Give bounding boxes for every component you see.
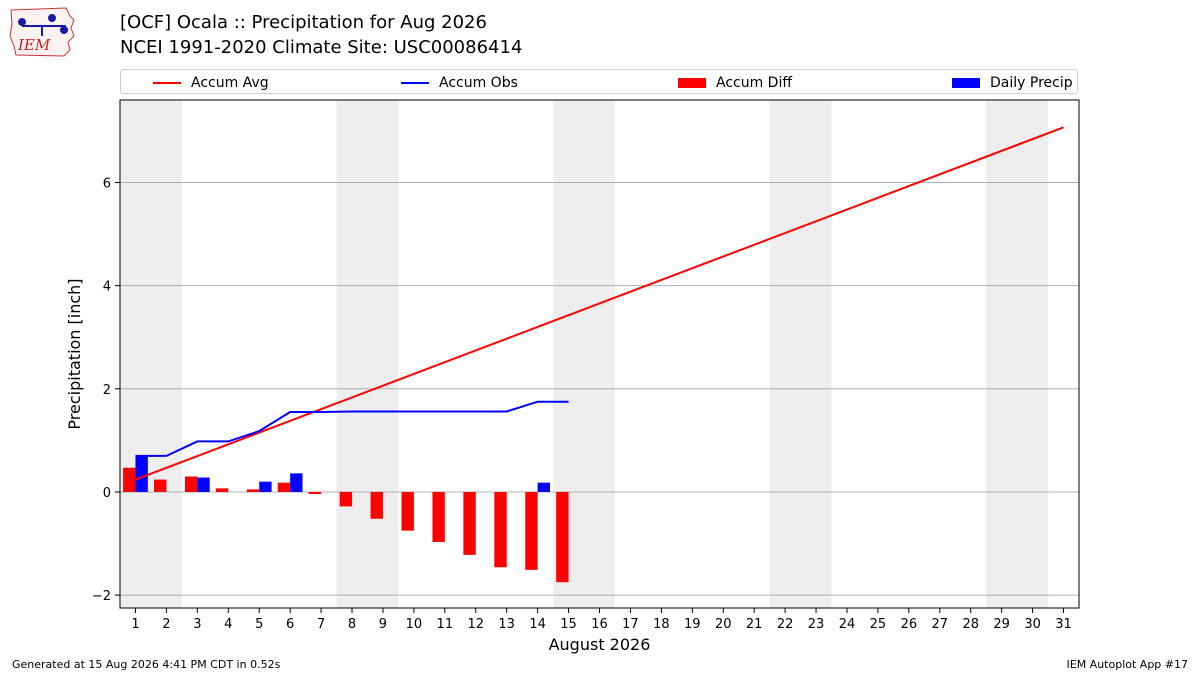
accum-diff-bar xyxy=(246,489,260,492)
y-tick-label: −2 xyxy=(92,589,111,604)
accum-diff-bar xyxy=(494,491,507,568)
legend-swatch-accum-avg xyxy=(153,81,181,84)
x-tick-label: 19 xyxy=(684,617,701,632)
x-tick-label: 17 xyxy=(622,617,639,632)
legend-swatch-daily-precip xyxy=(952,77,980,88)
x-tick-label: 21 xyxy=(746,617,763,632)
accum-diff-bar xyxy=(401,491,414,531)
daily-precip-bar xyxy=(135,455,148,492)
x-tick-label: 12 xyxy=(467,617,484,632)
x-tick-label: 24 xyxy=(839,617,856,632)
lines xyxy=(135,126,1064,481)
daily-precip-bar xyxy=(197,477,210,492)
x-tick-label: 3 xyxy=(193,617,201,632)
footer-generated: Generated at 15 Aug 2026 4:41 PM CDT in … xyxy=(12,658,281,671)
x-tick-label: 9 xyxy=(379,617,387,632)
weekend-band-4 xyxy=(986,100,1049,608)
x-tick-label: 11 xyxy=(437,617,454,632)
footer-app: IEM Autoplot App #17 xyxy=(1066,658,1189,671)
x-tick-label: 7 xyxy=(317,617,325,632)
legend-item-accum-diff: Accum Diff xyxy=(678,70,792,95)
accum-diff-bar xyxy=(154,479,167,492)
x-tick-label: 16 xyxy=(591,617,608,632)
logo-text: IEM xyxy=(17,36,51,54)
x-tick-label: 30 xyxy=(1024,617,1041,632)
legend-item-accum-avg: Accum Avg xyxy=(153,70,269,95)
y-tick-label: 0 xyxy=(103,486,111,501)
accum-diff-bar xyxy=(277,482,291,492)
accum-diff-bar xyxy=(339,491,353,507)
weather-station-icon xyxy=(18,14,68,36)
accum-diff-bar xyxy=(556,491,569,583)
y-axis-label: Precipitation [inch] xyxy=(65,278,84,429)
accum-diff-bar xyxy=(123,467,136,492)
x-axis-label: August 2026 xyxy=(549,635,651,654)
x-tick-label: 10 xyxy=(406,617,423,632)
legend-label-accum-obs: Accum Obs xyxy=(439,74,518,91)
accum-obs-line xyxy=(135,400,569,457)
y-tick-label: 6 xyxy=(103,177,111,192)
daily-precip-bar xyxy=(259,481,272,492)
chart-subtitle: NCEI 1991-2020 Climate Site: USC00086414 xyxy=(120,37,523,58)
accum-diff-bar xyxy=(463,491,476,555)
legend-label-accum-diff: Accum Diff xyxy=(716,74,793,91)
weekend-band-0 xyxy=(120,100,182,608)
legend-swatch-accum-obs xyxy=(401,81,429,84)
legend-swatch-accum-diff xyxy=(678,77,706,88)
legend: Accum Avg Accum Obs Accum Diff Daily Pre… xyxy=(120,69,1078,94)
daily-precip-bar xyxy=(537,482,551,492)
weekend-shading xyxy=(120,100,1049,608)
x-tick-label: 14 xyxy=(529,617,546,632)
plot-frame xyxy=(119,99,1080,609)
accum-diff-bar xyxy=(184,476,198,492)
daily-precip-bar xyxy=(290,473,303,492)
accum-diff-bar xyxy=(525,491,538,570)
accum-avg-line xyxy=(135,126,1064,481)
x-tick-label: 27 xyxy=(932,617,949,632)
x-tick-label: 1 xyxy=(131,617,139,632)
x-tick-label: 31 xyxy=(1055,617,1072,632)
x-tick-label: 29 xyxy=(993,617,1010,632)
chart-title: [OCF] Ocala :: Precipitation for Aug 202… xyxy=(120,12,487,33)
x-tick-label: 4 xyxy=(224,617,232,632)
iem-logo: IEM xyxy=(9,7,75,57)
accum-diff-bar xyxy=(215,488,229,492)
legend-item-daily-precip: Daily Precip xyxy=(952,70,1073,95)
accum-diff-bar xyxy=(308,491,322,495)
weekend-band-3 xyxy=(769,100,832,608)
x-tick-label: 18 xyxy=(653,617,670,632)
y-tick-label: 4 xyxy=(103,280,111,295)
x-tick-label: 13 xyxy=(498,617,515,632)
x-tick-label: 23 xyxy=(808,617,825,632)
accum-diff-bar xyxy=(432,491,445,542)
x-tick-label: 15 xyxy=(560,617,577,632)
y-tick-label: 2 xyxy=(103,383,111,398)
x-tick-label: 22 xyxy=(777,617,794,632)
x-tick-label: 20 xyxy=(715,617,732,632)
weekend-band-1 xyxy=(336,100,399,608)
legend-label-daily-precip: Daily Precip xyxy=(990,74,1073,91)
bars xyxy=(123,455,569,583)
x-tick-label: 5 xyxy=(255,617,263,632)
legend-item-accum-obs: Accum Obs xyxy=(401,70,518,95)
x-tick-label: 6 xyxy=(286,617,294,632)
legend-label-accum-avg: Accum Avg xyxy=(191,74,269,91)
x-tick-label: 28 xyxy=(962,617,979,632)
x-tick-label: 25 xyxy=(870,617,887,632)
x-tick-label: 8 xyxy=(348,617,356,632)
x-tick-label: 2 xyxy=(162,617,170,632)
x-tick-label: 26 xyxy=(901,617,918,632)
accum-diff-bar xyxy=(370,491,383,519)
